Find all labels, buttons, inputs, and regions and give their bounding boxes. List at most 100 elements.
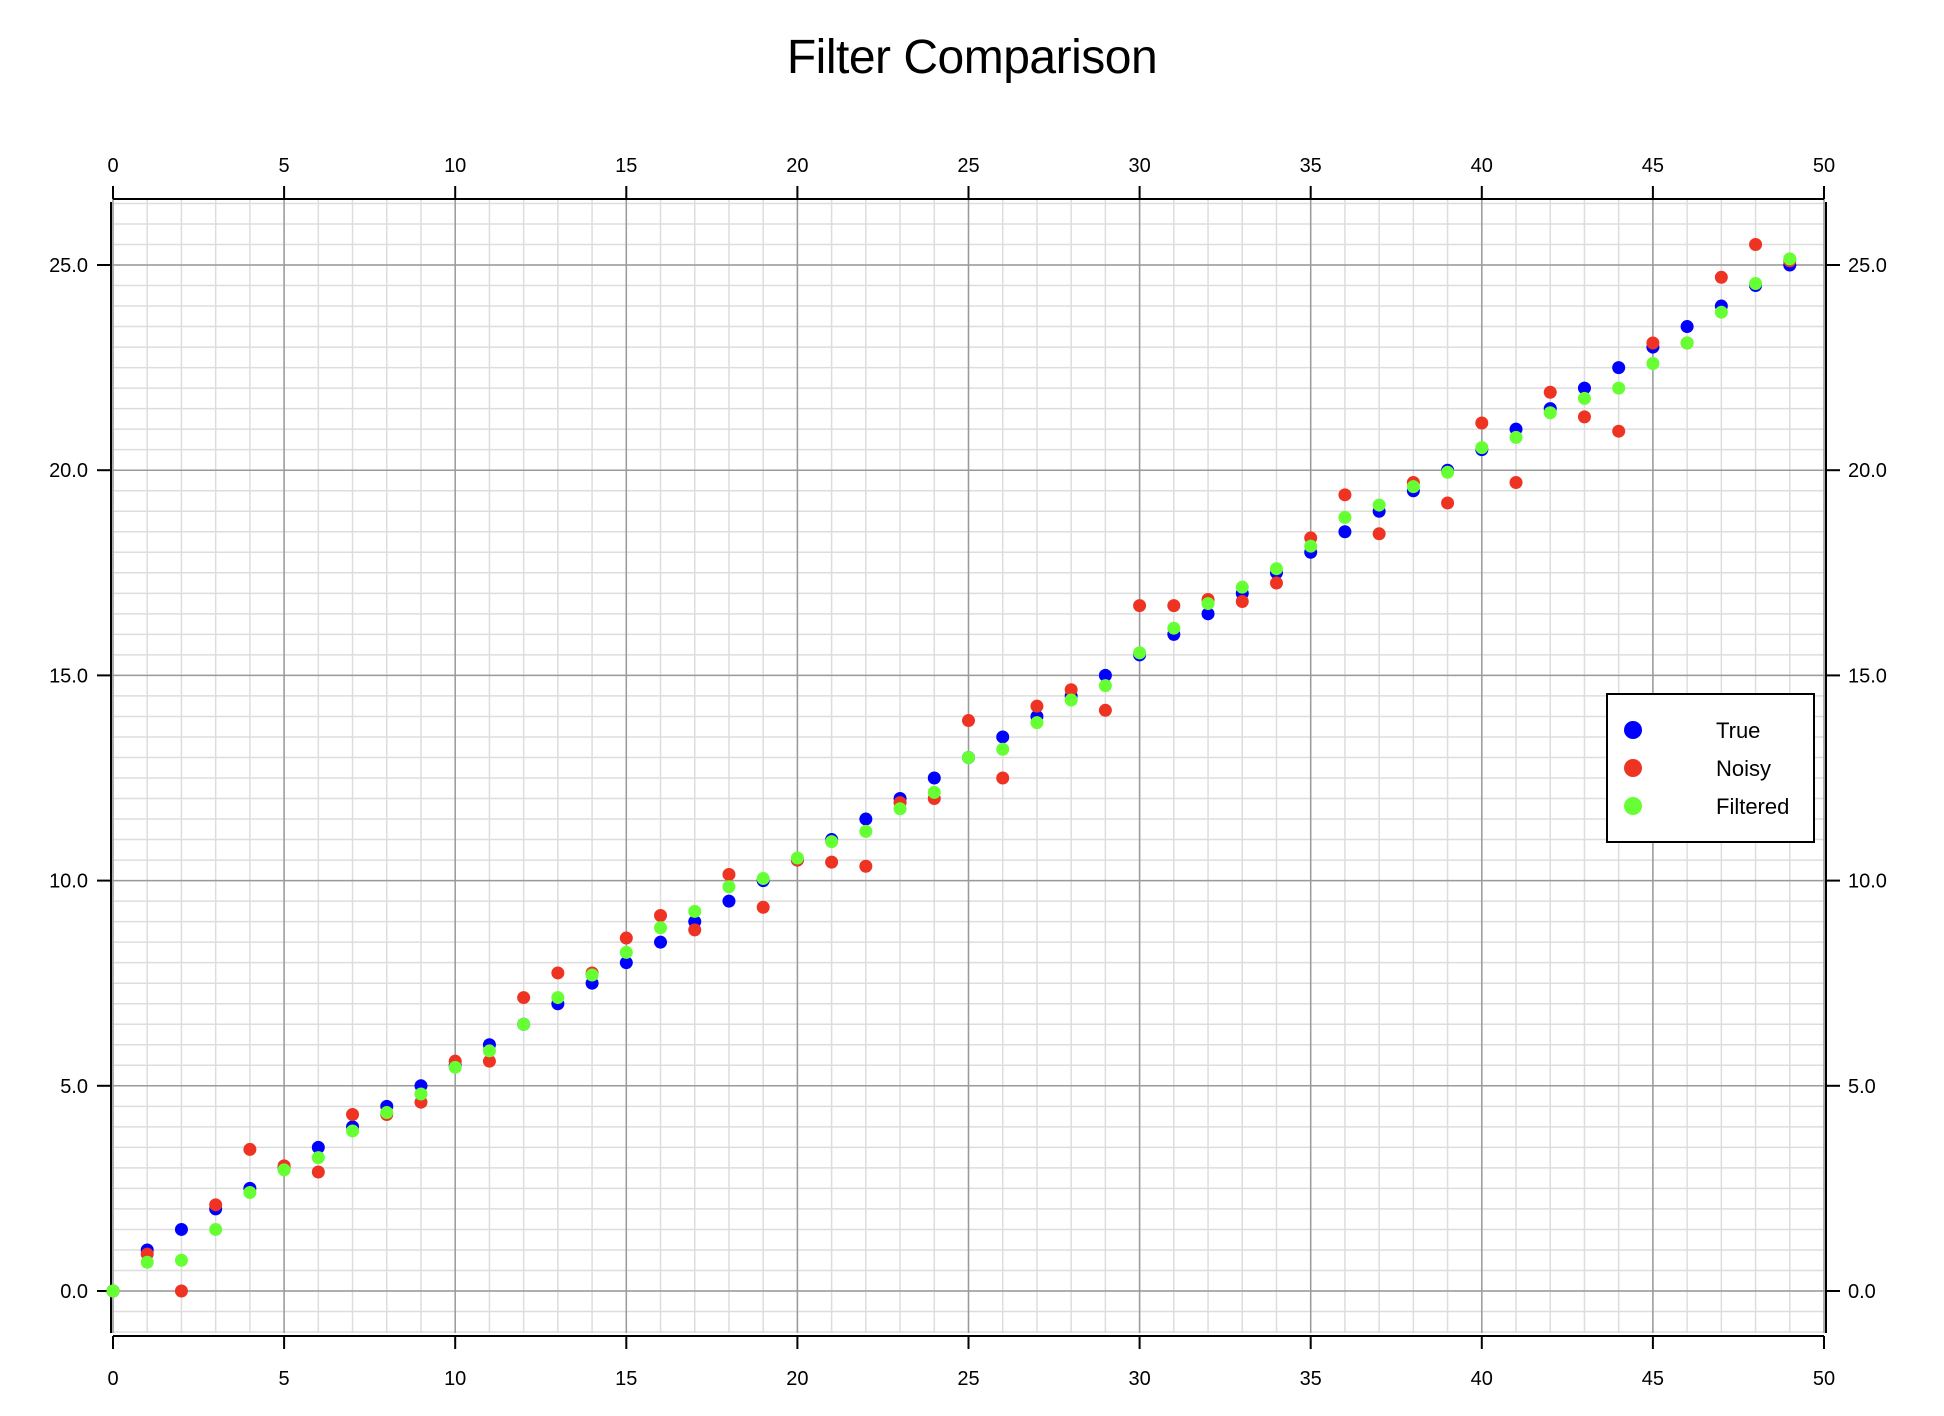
data-point-filtered [482,1044,496,1058]
data-point-noisy [688,923,702,937]
data-point-true [996,730,1010,744]
data-point-noisy [1235,595,1249,609]
data-point-noisy [1612,424,1626,438]
data-point-filtered [209,1222,223,1236]
data-point-filtered [380,1105,394,1119]
data-point-filtered [1064,693,1078,707]
y-tick-label-left: 25.0 [49,255,88,277]
y-tick-label-left: 15.0 [49,665,88,687]
x-tick-label-bottom: 0 [107,1368,118,1390]
data-point-filtered [619,945,633,959]
data-point-filtered [996,742,1010,756]
y-tick-label-right: 20.0 [1848,460,1887,482]
data-point-filtered [1235,580,1249,594]
data-point-filtered [1577,391,1591,405]
data-point-noisy [517,991,531,1005]
data-point-true [859,812,873,826]
data-point-true [722,894,736,908]
data-point-noisy [962,714,975,728]
x-tick-label-bottom: 10 [444,1368,466,1390]
x-tick-label-bottom: 5 [279,1368,290,1390]
major-grid [111,199,1826,1333]
data-point-noisy [1133,599,1147,613]
data-point-filtered [1783,252,1797,266]
y-tick-label-right: 5.0 [1848,1076,1876,1098]
x-tick-label-bottom: 45 [1642,1368,1664,1390]
legend-marker-true [1624,721,1642,739]
data-point-noisy [722,867,736,881]
legend-label-filtered: Filtered [1716,794,1789,819]
data-point-filtered [927,785,941,799]
data-point-filtered [1749,276,1763,290]
data-point-filtered [756,872,770,886]
data-point-noisy [243,1142,257,1156]
data-point-noisy [311,1165,325,1179]
data-point-true [1612,361,1626,375]
data-point-filtered [722,880,736,894]
data-point-noisy [619,931,633,945]
y-tick-label-right: 10.0 [1848,871,1887,893]
data-points [106,237,1797,1298]
data-point-noisy [174,1284,188,1298]
data-point-filtered [1509,430,1523,444]
y-tick-label-left: 5.0 [60,1076,88,1098]
data-point-noisy [1372,527,1386,541]
data-point-noisy [1064,683,1078,697]
data-point-noisy [756,900,770,914]
x-tick-label-bottom: 25 [957,1368,979,1390]
data-point-noisy [1167,599,1181,613]
x-tick-label-top: 10 [444,155,466,177]
data-point-true [1577,381,1591,395]
data-point-noisy [551,966,565,980]
data-point-true [619,956,633,970]
x-tick-label-top: 0 [107,155,118,177]
data-point-filtered [1714,305,1728,319]
data-point-filtered [790,851,804,865]
data-point-noisy [654,908,668,922]
y-tick-label-right: 15.0 [1848,665,1887,687]
x-tick-label-top: 35 [1300,155,1322,177]
data-point-filtered [1646,356,1660,370]
x-tick-label-bottom: 50 [1813,1368,1835,1390]
data-point-noisy [482,1054,496,1068]
data-point-true [654,935,668,949]
axes [97,186,1840,1349]
data-point-filtered [1030,716,1044,730]
data-point-noisy [1577,410,1591,424]
data-point-noisy [1714,270,1728,284]
data-point-noisy [1098,703,1112,717]
legend-marker-noisy [1624,759,1642,777]
x-tick-label-bottom: 30 [1128,1368,1150,1390]
x-tick-label-top: 40 [1471,155,1493,177]
data-point-filtered [106,1284,120,1298]
tick-labels: 0 0 5 5 10 10 15 15 20 20 25 25 30 30 35 35 40 40 45 45 50 50… [49,155,1887,1390]
data-point-filtered [1167,621,1181,635]
legend-marker-filtered [1624,797,1642,815]
data-point-filtered [1612,381,1626,395]
data-point-filtered [1680,336,1694,350]
data-point-filtered [688,904,702,918]
data-point-filtered [551,991,565,1005]
data-point-filtered [1201,597,1215,611]
data-point-true [174,1222,188,1236]
x-tick-label-top: 25 [957,155,979,177]
data-point-filtered [859,824,873,838]
data-point-noisy [1338,488,1352,502]
y-tick-label-right: 25.0 [1848,255,1887,277]
data-point-noisy [859,859,873,873]
data-point-filtered [962,750,975,764]
data-point-filtered [1304,539,1318,553]
data-point-noisy [996,771,1010,785]
data-point-filtered [1269,562,1283,576]
x-tick-label-bottom: 40 [1471,1368,1493,1390]
data-point-filtered [1133,646,1147,660]
data-point-filtered [448,1060,462,1074]
x-tick-label-bottom: 35 [1300,1368,1322,1390]
x-tick-label-top: 50 [1813,155,1835,177]
x-tick-label-top: 45 [1642,155,1664,177]
data-point-filtered [243,1186,257,1200]
chart-title: Filter Comparison [786,31,1158,84]
data-point-true [1201,607,1215,621]
data-point-filtered [893,802,907,816]
